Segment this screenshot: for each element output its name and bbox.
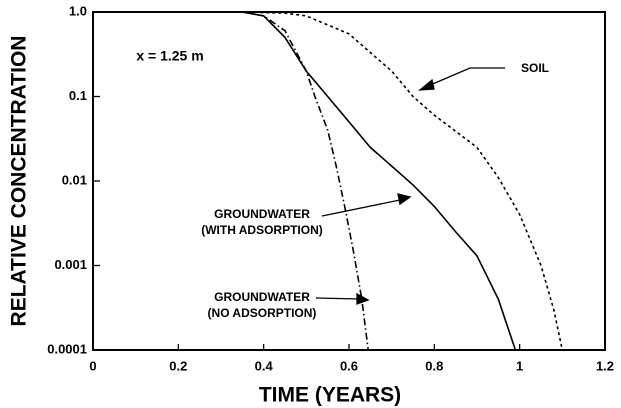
series-line [242,11,564,351]
annotation: SOIL [521,61,549,75]
x-tick-label: 0 [89,358,96,373]
series-line [242,11,369,351]
y-tick-label: 0.1 [69,88,87,103]
series-line [242,11,517,351]
annotation: GROUNDWATER [214,207,310,221]
arrow [315,297,361,300]
x-tick-label: 0.8 [425,358,443,373]
y-tick-label: 0.01 [62,172,87,187]
x-tick-label: 1.2 [596,358,614,373]
x-tick-label: 0.2 [169,358,187,373]
arrowhead [397,193,412,206]
x-tick-label: 0.6 [340,358,358,373]
y-tick-label: 0.001 [54,257,87,272]
arrow [321,199,401,217]
y-tick-label: 1.0 [69,3,87,18]
annotation-arrows [315,67,505,305]
annotation: (WITH ADSORPTION) [201,223,323,237]
x-axis-title: TIME (YEARS) [259,384,401,407]
arrow [427,67,505,87]
arrowhead [418,78,435,91]
annotation: (NO ADSORPTION) [208,306,317,320]
x-tick-label: 0.4 [255,358,274,373]
annotation: GROUNDWATER [214,290,310,304]
annotation: x = 1.25 m [136,48,203,64]
arrowhead [356,292,370,305]
y-axis-title: RELATIVE CONCENTRATION [8,36,31,327]
y-tick-label: 0.0001 [47,341,87,356]
x-tick-label: 1 [516,358,523,373]
